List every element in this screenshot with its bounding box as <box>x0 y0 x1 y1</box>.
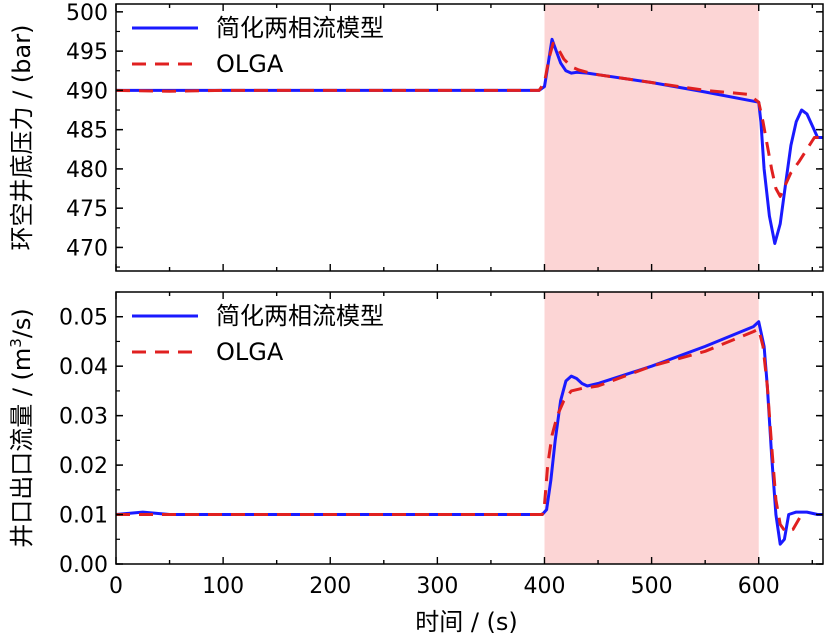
x-tick-label: 600 <box>738 574 780 599</box>
legend-label: OLGA <box>216 50 284 78</box>
y-tick-label: 0.02 <box>59 454 108 479</box>
legend-label: 简化两相流模型 <box>216 302 384 330</box>
y-tick-label: 490 <box>66 79 108 104</box>
legend-label: 简化两相流模型 <box>216 14 384 42</box>
y-tick-label: 0.03 <box>59 405 108 430</box>
panel-1: 470 475 480 485 490 495 500 环空井底压力 / (bar) 简化两相流… <box>8 1 823 271</box>
y-axis-title: 井口出口流量 / (m3/s) <box>7 308 36 548</box>
panel-2: 0.00 0.01 0.02 0.03 0.04 0.05 0 100 200 300 400 500… <box>7 292 823 636</box>
x-tick-label: 200 <box>309 574 351 599</box>
y-tick-label: 495 <box>66 40 108 65</box>
y-tick-label: 500 <box>66 1 108 26</box>
y-tick-label: 0.05 <box>59 306 108 331</box>
y-tick-label: 470 <box>66 236 108 261</box>
y-tick-label: 0.01 <box>59 504 108 529</box>
x-tick-label: 0 <box>109 574 123 599</box>
y-tick-label: 0.00 <box>59 553 108 578</box>
x-tick-label: 400 <box>523 574 565 599</box>
x-tick-label: 100 <box>202 574 244 599</box>
event-window-shade <box>544 292 758 564</box>
x-tick-label: 500 <box>631 574 673 599</box>
y-tick-label: 485 <box>66 119 108 144</box>
event-window-shade <box>544 4 758 271</box>
legend-label: OLGA <box>216 338 284 366</box>
x-axis-title: 时间 / (s) <box>415 608 518 636</box>
y-axis-title: 环空井底压力 / (bar) <box>8 25 36 251</box>
x-tick-label: 300 <box>416 574 458 599</box>
y-tick-label: 0.04 <box>59 355 108 380</box>
y-tick-label: 475 <box>66 197 108 222</box>
y-tick-label: 480 <box>66 158 108 183</box>
